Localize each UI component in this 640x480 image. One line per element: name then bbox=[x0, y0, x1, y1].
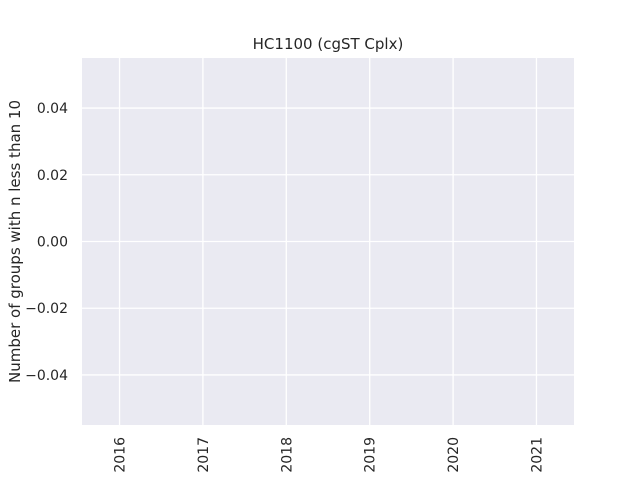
x-tick-label: 2019 bbox=[363, 437, 379, 473]
y-axis-label: Number of groups with n less than 10 bbox=[6, 100, 24, 383]
x-tick-label: 2021 bbox=[529, 437, 545, 473]
y-tick-label: 0.04 bbox=[37, 101, 68, 117]
x-tick-label: 2018 bbox=[279, 437, 295, 473]
x-tick-label: 2017 bbox=[196, 437, 212, 473]
grid-lines bbox=[82, 58, 574, 425]
y-tick-label: −0.04 bbox=[25, 368, 68, 384]
x-tick-label: 2016 bbox=[113, 437, 129, 473]
y-tick-label: 0.00 bbox=[37, 235, 68, 251]
y-tick-label: 0.02 bbox=[37, 168, 68, 184]
chart-title: HC1100 (cgST Cplx) bbox=[253, 35, 404, 53]
x-tick-label: 2020 bbox=[446, 437, 462, 473]
y-tick-label: −0.02 bbox=[25, 301, 68, 317]
x-tick-labels: 2016 2017 2018 2019 2020 2021 bbox=[113, 437, 546, 473]
y-tick-labels: 0.04 0.02 0.00 −0.02 −0.04 bbox=[25, 101, 68, 384]
